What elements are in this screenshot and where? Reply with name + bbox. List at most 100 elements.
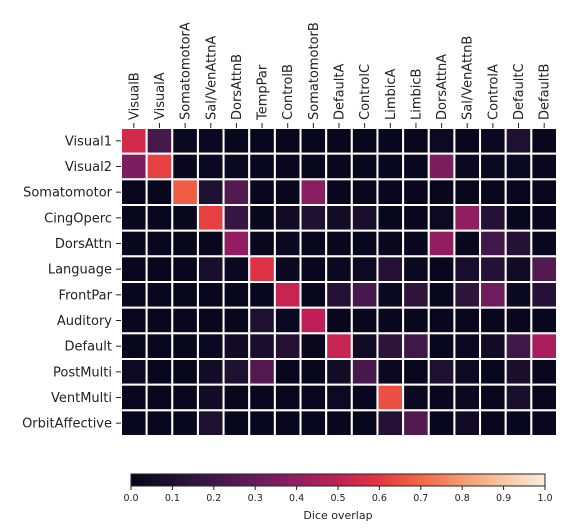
heatmap-cell: [145, 127, 174, 155]
heatmap-cell: [479, 255, 507, 284]
heatmap-cell: [453, 332, 482, 361]
heatmap-cell: [196, 178, 225, 206]
y-tick-label: VentMulti: [51, 391, 112, 406]
heatmap-cell: [145, 409, 174, 438]
heatmap-cell: [350, 383, 379, 412]
heatmap-cell: [427, 152, 456, 181]
heatmap-cell: [350, 152, 379, 181]
heatmap-cell: [402, 178, 430, 206]
heatmap-cell: [222, 358, 251, 386]
colorbar-tick-label: 0.6: [372, 493, 387, 504]
heatmap-cell: [120, 409, 148, 438]
x-tick-label: ControlA: [486, 64, 501, 120]
heatmap-cell: [299, 127, 328, 155]
heatmap-cell: [504, 127, 533, 155]
heatmap-cell: [530, 383, 559, 412]
heatmap-cell: [402, 204, 430, 232]
heatmap-cell: [402, 255, 430, 284]
heatmap-cell: [120, 204, 148, 232]
heatmap-cell: [145, 281, 174, 309]
x-tick-label: VisualB: [127, 72, 142, 120]
heatmap-cell: [196, 152, 225, 181]
heatmap-cell: [299, 409, 328, 438]
heatmap-cell: [120, 127, 148, 155]
heatmap-cell: [325, 383, 353, 412]
colorbar-ticks: 0.0 0.1 0.2 0.3 0.4 0.5 0.6 0.7 0.8 0.9 1.0: [123, 486, 553, 504]
heatmap-cell: [145, 204, 174, 232]
y-tick-label: Default: [65, 340, 113, 355]
y-tick-label: Somatomotor: [23, 186, 113, 201]
colorbar-tick-label: 0.5: [330, 493, 345, 504]
heatmap-cell: [325, 204, 353, 232]
heatmap-cell: [299, 358, 328, 386]
heatmap-cell: [196, 229, 225, 258]
heatmap-cell: [427, 306, 456, 335]
heatmap-cell: [504, 229, 533, 258]
heatmap-cell: [248, 358, 276, 386]
y-axis-ticks: Visual1 Visual2 Somatomotor CingOperc DorsAt…: [22, 134, 121, 432]
heatmap-cells: [120, 127, 559, 438]
heatmap-cell: [453, 204, 482, 232]
heatmap-cell: [350, 358, 379, 386]
heatmap-cell: [145, 332, 174, 361]
heatmap-cell: [453, 255, 482, 284]
heatmap-cell: [273, 383, 302, 412]
colorbar-tick-label: 0.8: [455, 493, 470, 504]
heatmap-cell: [273, 255, 302, 284]
y-tick-label: Auditory: [57, 314, 112, 329]
heatmap-cell: [145, 383, 174, 412]
colorbar-tick-label: 0.4: [289, 493, 304, 504]
heatmap-cell: [325, 178, 353, 206]
colorbar: 0.0 0.1 0.2 0.3 0.4 0.5 0.6 0.7 0.8 0.9 1.0 Dice o…: [123, 473, 553, 522]
colorbar-label: Dice overlap: [303, 509, 372, 522]
heatmap-cell: [479, 383, 507, 412]
y-tick-label: DorsAttn: [55, 237, 112, 252]
heatmap-cell: [196, 409, 225, 438]
heatmap-cell: [453, 409, 482, 438]
heatmap-cell: [350, 306, 379, 335]
heatmap-cell: [504, 281, 533, 309]
heatmap-cell: [222, 127, 251, 155]
heatmap-cell: [402, 229, 430, 258]
y-tick-label: CingOperc: [44, 211, 112, 226]
heatmap-cell: [196, 127, 225, 155]
heatmap-cell: [145, 255, 174, 284]
heatmap-cell: [222, 152, 251, 181]
heatmap-cell: [530, 306, 559, 335]
heatmap-cell: [453, 358, 482, 386]
heatmap-cell: [325, 358, 353, 386]
heatmap-cell: [248, 204, 276, 232]
heatmap-cell: [325, 409, 353, 438]
heatmap-cell: [376, 358, 405, 386]
heatmap-cell: [171, 306, 199, 335]
heatmap-cell: [120, 229, 148, 258]
heatmap-cell: [171, 383, 199, 412]
heatmap-cell: [171, 358, 199, 386]
x-tick-label: LimbicB: [409, 69, 424, 120]
heatmap-cell: [479, 409, 507, 438]
heatmap-cell: [376, 255, 405, 284]
x-tick-label: LimbicA: [384, 68, 399, 120]
heatmap-cell: [120, 152, 148, 181]
heatmap-cell: [453, 306, 482, 335]
heatmap-cell: [273, 409, 302, 438]
heatmap-cell: [530, 178, 559, 206]
heatmap-cell: [530, 152, 559, 181]
heatmap-cell: [299, 306, 328, 335]
heatmap-cell: [196, 332, 225, 361]
heatmap-cell: [325, 152, 353, 181]
heatmap-cell: [479, 306, 507, 335]
heatmap-cell: [427, 204, 456, 232]
heatmap-cell: [273, 127, 302, 155]
heatmap-cell: [273, 306, 302, 335]
heatmap-cell: [504, 306, 533, 335]
heatmap-cell: [427, 229, 456, 258]
x-tick-label: DefaultB: [538, 64, 553, 120]
heatmap-cell: [325, 255, 353, 284]
heatmap-cell: [273, 332, 302, 361]
heatmap-cell: [248, 127, 276, 155]
heatmap-cell: [453, 178, 482, 206]
heatmap-cell: [479, 281, 507, 309]
heatmap-cell: [325, 229, 353, 258]
